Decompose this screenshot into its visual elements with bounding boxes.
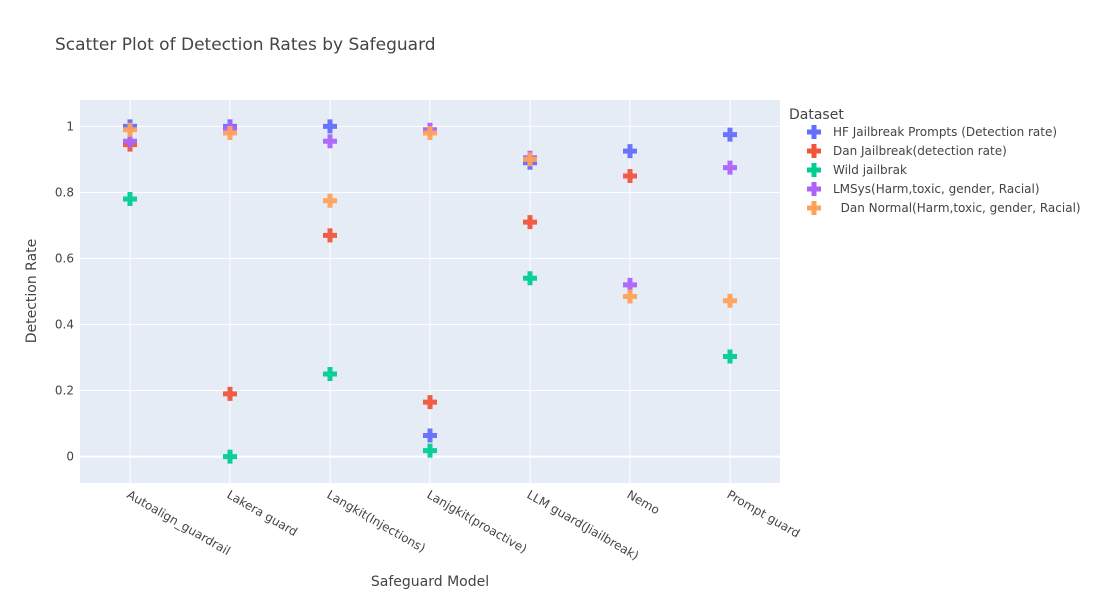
gridlines bbox=[80, 100, 780, 483]
legend-label: HF Jailbreak Prompts (Detection rate) bbox=[833, 125, 1057, 139]
legend-label: Dan Jailbreak(detection rate) bbox=[833, 144, 1007, 158]
x-tick-label: Lanjgkit(proactive) bbox=[425, 487, 530, 556]
legend-item[interactable]: Wild jailbrak bbox=[807, 163, 907, 177]
data-point bbox=[723, 127, 737, 142]
x-axis-title: Safeguard Model bbox=[371, 574, 489, 590]
chart-title: Scatter Plot of Detection Rates by Safeg… bbox=[55, 35, 436, 55]
y-tick-label: 0.4 bbox=[55, 318, 74, 332]
data-point bbox=[423, 126, 437, 141]
data-point bbox=[323, 228, 337, 243]
data-point bbox=[123, 192, 137, 207]
data-point bbox=[123, 134, 137, 149]
data-point bbox=[323, 134, 337, 149]
x-tick-label: Langkit(Injections) bbox=[325, 487, 428, 555]
legend-marker bbox=[807, 125, 821, 139]
data-point bbox=[323, 193, 337, 208]
data-point bbox=[523, 271, 537, 286]
data-point bbox=[223, 449, 237, 464]
data-point bbox=[223, 386, 237, 401]
legend-label: Wild jailbrak bbox=[833, 163, 907, 177]
data-point bbox=[523, 152, 537, 167]
data-point bbox=[723, 293, 737, 308]
data-point bbox=[523, 215, 537, 230]
data-point bbox=[623, 168, 637, 183]
data-point bbox=[423, 443, 437, 458]
x-tick-label: Lakera guard bbox=[225, 487, 300, 539]
x-tick-label: Nemo bbox=[625, 487, 663, 517]
y-tick-label: 1 bbox=[66, 119, 74, 133]
legend-marker bbox=[807, 182, 821, 196]
data-point bbox=[323, 367, 337, 382]
data-point bbox=[223, 126, 237, 141]
x-tick-label: LLM guard(Jiailbreak) bbox=[525, 487, 642, 562]
data-point bbox=[323, 119, 337, 134]
legend-label: Dan Normal(Harm,toxic, gender, Racial) bbox=[833, 201, 1081, 215]
data-point bbox=[423, 395, 437, 410]
legend[interactable]: HF Jailbreak Prompts (Detection rate) Dan… bbox=[807, 125, 1081, 215]
legend-item[interactable]: Dan Normal(Harm,toxic, gender, Racial) bbox=[807, 201, 1081, 215]
y-axis-title: Detection Rate bbox=[24, 239, 40, 344]
data-point bbox=[723, 160, 737, 175]
data-points bbox=[123, 119, 737, 464]
y-tick-label: 0.8 bbox=[55, 185, 74, 199]
legend-item[interactable]: Dan Jailbreak(detection rate) bbox=[807, 144, 1007, 158]
y-tick-label: 0.6 bbox=[55, 251, 74, 265]
y-tick-label: 0.2 bbox=[55, 384, 74, 398]
legend-marker bbox=[807, 163, 821, 177]
data-point bbox=[723, 349, 737, 364]
legend-item[interactable]: LMSys(Harm,toxic, gender, Racial) bbox=[807, 182, 1040, 196]
x-tick-label: Autoalign_guardrail bbox=[125, 487, 233, 558]
legend-marker bbox=[807, 201, 821, 215]
data-point bbox=[623, 277, 637, 292]
legend-label: LMSys(Harm,toxic, gender, Racial) bbox=[833, 182, 1040, 196]
x-tick-label: Prompt guard bbox=[725, 487, 803, 540]
y-axis-ticks: 0 0.2 0.4 0.6 0.8 1 bbox=[55, 119, 74, 463]
data-point bbox=[123, 122, 137, 137]
data-point bbox=[623, 144, 637, 159]
legend-marker bbox=[807, 144, 821, 158]
legend-title: Dataset bbox=[789, 107, 844, 123]
legend-item[interactable]: HF Jailbreak Prompts (Detection rate) bbox=[807, 125, 1057, 139]
data-point bbox=[423, 428, 437, 443]
y-tick-label: 0 bbox=[66, 450, 74, 464]
data-point bbox=[623, 289, 637, 304]
